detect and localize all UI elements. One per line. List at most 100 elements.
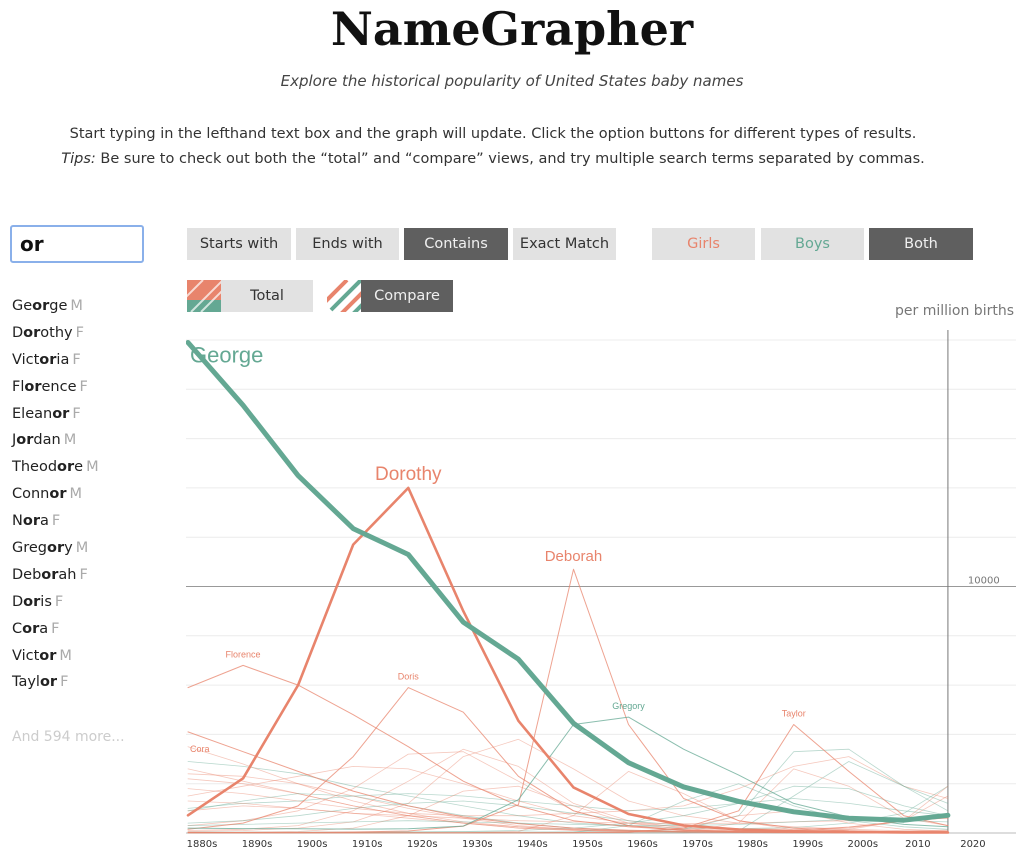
result-name: George: [12, 298, 68, 314]
result-item[interactable]: George M: [12, 298, 99, 325]
compare-button[interactable]: Compare: [361, 280, 453, 312]
result-item[interactable]: Taylor F: [12, 674, 99, 701]
result-item[interactable]: Victoria F: [12, 352, 99, 379]
result-item[interactable]: Connor M: [12, 486, 99, 513]
result-gender: M: [59, 647, 72, 664]
x-tick-label: 1980s: [737, 839, 768, 850]
x-tick-label: 2020: [960, 839, 985, 850]
result-item[interactable]: Florence F: [12, 379, 99, 406]
result-gender: F: [79, 378, 88, 395]
series-label-cora: Cora: [190, 744, 210, 754]
result-item[interactable]: Cora F: [12, 621, 99, 648]
exact-match-button[interactable]: Exact Match: [513, 228, 616, 260]
tips-text: Be sure to check out both the “total” an…: [95, 151, 925, 167]
x-tick-label: 2000s: [847, 839, 878, 850]
series-line-victor: [187, 793, 949, 817]
page-subtitle: Explore the historical popularity of Uni…: [280, 72, 744, 90]
result-gender: F: [72, 405, 81, 422]
result-gender: M: [63, 432, 77, 449]
result-item[interactable]: Nora F: [12, 513, 99, 540]
series-line-deborah: [187, 568, 949, 833]
x-tick-label: 1970s: [682, 839, 713, 850]
series-label-deborah: Deborah: [545, 548, 603, 565]
result-item[interactable]: Gregory M: [12, 540, 99, 567]
search-input[interactable]: [10, 225, 144, 263]
result-gender: F: [51, 513, 61, 530]
result-item[interactable]: Victor M: [12, 648, 99, 675]
x-tick-label: 2010: [905, 839, 930, 850]
total-swatch-icon[interactable]: [187, 280, 221, 312]
x-tick-label: 1900s: [297, 839, 328, 850]
x-tick-label: 1940s: [517, 839, 548, 850]
more-results-link[interactable]: And 594 more...: [12, 729, 125, 745]
result-gender: F: [51, 620, 60, 637]
result-gender: M: [75, 540, 89, 557]
result-name: Nora: [12, 513, 49, 530]
result-gender: F: [72, 351, 81, 368]
tips-label: Tips:: [61, 151, 96, 167]
x-tick-label: 1890s: [242, 839, 273, 850]
compare-swatch-icon[interactable]: [327, 280, 361, 312]
x-tick-label: 1910s: [352, 839, 383, 850]
result-gender: M: [69, 486, 83, 503]
result-name: Gregory: [12, 540, 73, 557]
both-button[interactable]: Both: [869, 228, 973, 260]
boys-button[interactable]: Boys: [761, 228, 864, 260]
x-tick-label: 1950s: [572, 839, 603, 850]
series-line-lorenzo: [187, 818, 949, 827]
result-name: Jordan: [12, 432, 61, 449]
result-name: Victor: [12, 647, 57, 664]
result-gender: F: [60, 674, 69, 691]
result-item[interactable]: Eleanor F: [12, 406, 99, 433]
ends-with-button[interactable]: Ends with: [296, 228, 399, 260]
result-item[interactable]: Doris F: [12, 594, 99, 621]
result-name: Connor: [12, 486, 67, 503]
result-item[interactable]: Jordan M: [12, 432, 99, 459]
series-label-taylor: Taylor: [782, 709, 806, 719]
x-tick-label: 1990s: [792, 839, 823, 850]
series-line-taylor: [187, 724, 949, 834]
result-item[interactable]: Theodore M: [12, 459, 99, 486]
instructions-line-1: Start typing in the lefthand text box an…: [69, 126, 917, 142]
page-title: NameGrapher: [330, 2, 694, 56]
name-popularity-chart: 10000 George Dorothy Deborah Florence Doris Co…: [186, 330, 1016, 850]
result-name: Florence: [12, 378, 77, 395]
contains-button[interactable]: Contains: [404, 228, 508, 260]
result-name: Eleanor: [12, 405, 70, 422]
result-gender: M: [70, 298, 83, 314]
series-line-cora: [187, 731, 949, 832]
series-line-george: [186, 340, 951, 823]
reference-line-label: 10000: [968, 576, 1000, 587]
result-gender: F: [54, 593, 64, 610]
series-line-victoria: [187, 756, 949, 817]
total-button[interactable]: Total: [221, 280, 313, 312]
result-name: Taylor: [12, 674, 58, 691]
result-name: Deborah: [12, 566, 77, 583]
result-gender: M: [86, 459, 99, 476]
result-gender: F: [75, 324, 84, 341]
unit-label: per million births: [895, 303, 1014, 319]
x-tick-label: 1930s: [462, 839, 493, 850]
girls-button[interactable]: Girls: [652, 228, 755, 260]
x-tick-label: 1880s: [187, 839, 218, 850]
series-line-nora2: [187, 800, 949, 825]
series-label-gregory: Gregory: [612, 701, 645, 711]
series-line-corey: [187, 783, 949, 834]
result-name: Cora: [12, 620, 49, 637]
result-item[interactable]: Dorothy F: [12, 325, 99, 352]
series-line-dorothy: [186, 486, 950, 834]
series-label-florence: Florence: [226, 649, 261, 659]
result-name: Dorothy: [12, 324, 73, 341]
starts-with-button[interactable]: Starts with: [187, 228, 291, 260]
x-tick-label: 1960s: [627, 839, 658, 850]
result-item[interactable]: Deborah F: [12, 567, 99, 594]
result-name: Victoria: [12, 351, 70, 368]
series-line-doris: [187, 687, 949, 834]
instructions-line-2: Tips: Be sure to check out both the “tot…: [0, 147, 986, 172]
result-name: Theodore: [12, 459, 84, 476]
x-tick-label: 1920s: [407, 839, 438, 850]
result-gender: F: [79, 566, 88, 583]
instructions: Start typing in the lefthand text box an…: [0, 122, 986, 172]
results-list: George M Dorothy F Victoria F Florence F Eleanor…: [12, 298, 99, 701]
series-label-dorothy: Dorothy: [375, 464, 442, 485]
